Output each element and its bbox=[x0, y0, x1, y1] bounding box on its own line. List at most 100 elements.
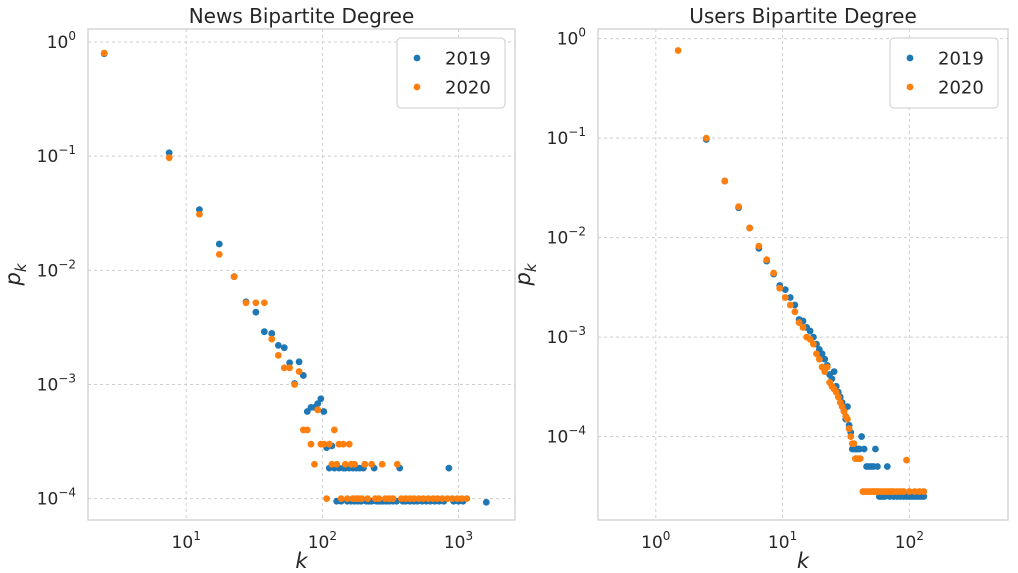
data-point bbox=[368, 460, 375, 468]
series-2020 bbox=[100, 49, 471, 503]
data-point bbox=[911, 488, 918, 495]
data-point bbox=[358, 495, 366, 503]
data-point bbox=[260, 328, 268, 336]
y-tick-label: 10−4 bbox=[547, 424, 586, 448]
data-point bbox=[903, 456, 910, 464]
series-2019 bbox=[100, 50, 490, 506]
data-point bbox=[337, 495, 345, 503]
data-point bbox=[900, 488, 907, 495]
data-point bbox=[341, 460, 349, 468]
data-point bbox=[818, 350, 826, 358]
data-point bbox=[445, 464, 453, 472]
data-point bbox=[274, 341, 282, 349]
data-point bbox=[274, 351, 282, 359]
data-point bbox=[809, 340, 817, 348]
data-point bbox=[786, 294, 794, 301]
data-point bbox=[845, 425, 853, 433]
legend-box bbox=[396, 37, 506, 109]
data-point bbox=[314, 406, 322, 414]
data-point bbox=[389, 495, 397, 503]
plot-frame bbox=[597, 28, 1009, 521]
data-point bbox=[215, 240, 223, 248]
data-point bbox=[303, 426, 311, 434]
data-point bbox=[821, 355, 829, 363]
data-point bbox=[463, 495, 471, 503]
data-point bbox=[702, 134, 710, 142]
data-point bbox=[311, 460, 318, 468]
data-point bbox=[858, 433, 865, 440]
data-point bbox=[393, 460, 401, 468]
x-axis-label: k bbox=[797, 549, 810, 573]
data-point bbox=[320, 440, 328, 448]
data-point bbox=[260, 299, 268, 307]
data-point bbox=[746, 224, 754, 232]
data-point bbox=[458, 495, 466, 503]
data-point bbox=[100, 49, 108, 57]
legend-marker bbox=[906, 54, 914, 62]
data-point bbox=[286, 364, 294, 372]
data-point bbox=[872, 445, 879, 453]
data-point bbox=[844, 415, 851, 423]
data-point bbox=[438, 495, 446, 503]
data-point bbox=[280, 364, 288, 372]
y-tick-label: 10−3 bbox=[547, 324, 586, 348]
x-tick-label: 103 bbox=[444, 529, 473, 553]
data-point bbox=[776, 284, 784, 292]
data-point bbox=[320, 408, 328, 415]
data-point bbox=[448, 495, 456, 503]
data-point bbox=[799, 324, 807, 331]
data-point bbox=[674, 47, 682, 54]
data-point bbox=[268, 335, 276, 343]
data-point bbox=[834, 393, 842, 401]
series-2019 bbox=[702, 136, 928, 500]
data-point bbox=[920, 488, 928, 495]
data-point bbox=[295, 368, 303, 375]
legend: 2019 2020 bbox=[396, 37, 506, 109]
legend-marker bbox=[906, 83, 914, 91]
x-axis-label: k bbox=[295, 549, 308, 573]
legend-marker bbox=[413, 54, 421, 62]
chart-panel-1: 101 102 103 100 10−1 10−2 10−3 10−4 News Biparti… bbox=[1, 4, 516, 573]
data-point bbox=[314, 400, 322, 407]
data-point bbox=[755, 242, 763, 250]
legend-box bbox=[889, 37, 999, 109]
x-tick-label: 101 bbox=[768, 529, 797, 553]
data-point bbox=[165, 149, 173, 157]
data-point bbox=[781, 286, 789, 294]
x-tick-label: 102 bbox=[895, 529, 924, 553]
legend-marker bbox=[413, 83, 421, 91]
y-tick-label: 10−2 bbox=[547, 225, 586, 249]
data-point bbox=[847, 433, 855, 440]
data-point bbox=[920, 493, 928, 500]
data-point bbox=[291, 381, 298, 388]
legend-label: 2020 bbox=[938, 78, 984, 99]
y-tick-label: 10−1 bbox=[37, 143, 76, 167]
data-point bbox=[361, 460, 369, 468]
data-point bbox=[339, 440, 347, 448]
data-point bbox=[375, 495, 383, 503]
data-point bbox=[343, 495, 351, 503]
data-point bbox=[325, 440, 333, 448]
data-point bbox=[328, 460, 336, 468]
chart-panel-2: 100 101 102 100 10−1 10−2 10−3 10−4 Users Bipart… bbox=[511, 4, 1009, 573]
data-point bbox=[165, 154, 173, 162]
y-tick-label: 100 bbox=[557, 26, 586, 50]
data-point bbox=[781, 294, 789, 301]
chart-title: Users Bipartite Degree bbox=[689, 4, 917, 28]
data-point bbox=[252, 299, 260, 307]
data-point bbox=[419, 495, 427, 503]
data-point bbox=[806, 335, 814, 343]
legend: 2019 2020 bbox=[889, 37, 999, 109]
data-point bbox=[721, 177, 729, 185]
data-point bbox=[856, 455, 864, 463]
data-point bbox=[830, 368, 838, 375]
data-point bbox=[351, 460, 358, 468]
data-point bbox=[268, 330, 276, 337]
y-tick-label: 10−1 bbox=[547, 125, 586, 149]
data-point bbox=[823, 363, 831, 371]
data-point bbox=[195, 210, 203, 218]
data-point bbox=[883, 463, 891, 470]
x-tick-label: 101 bbox=[172, 529, 201, 553]
y-tick-label: 10−3 bbox=[37, 371, 76, 395]
